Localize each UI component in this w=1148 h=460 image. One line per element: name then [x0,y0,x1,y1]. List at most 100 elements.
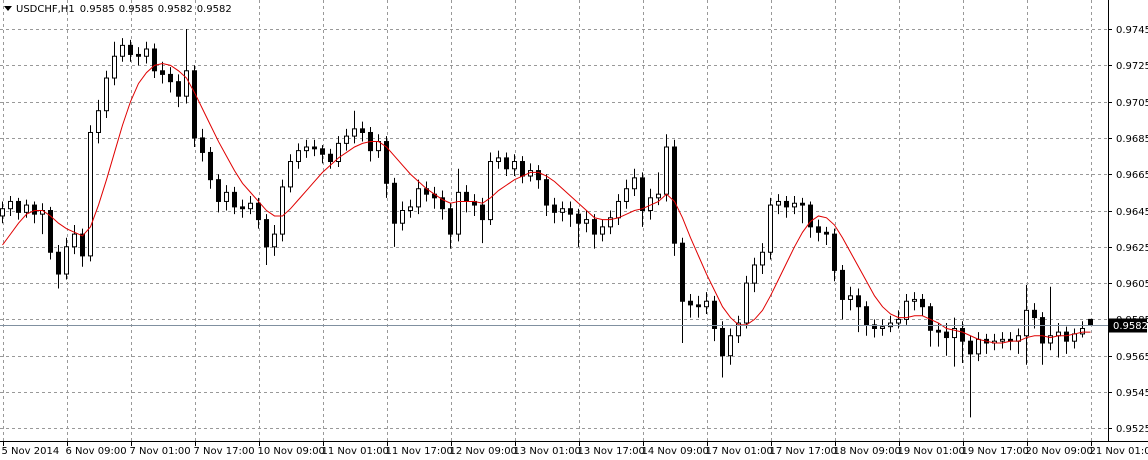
candle-body [816,226,821,233]
candle-body [848,295,853,300]
candle-body [384,141,389,184]
candle-body [152,48,157,72]
candle-body [232,191,237,208]
candle-body [736,322,741,337]
candle-body [264,219,269,248]
candle-body [128,44,133,55]
low: 0.9582 [158,4,193,15]
candle-body [544,179,549,206]
candle-body [800,202,805,206]
candle-body [560,208,565,213]
candle-body [680,242,685,302]
candle-body [656,193,661,199]
candle-body [104,77,109,112]
candle-body [0,208,5,217]
candle-body [184,70,189,97]
moving-average [2,63,1091,344]
candle-body [712,300,717,329]
candle-body [504,157,509,170]
x-tick-label: 20 Nov 09:00 [1026,446,1093,457]
candle-body [352,128,357,137]
candle-body [480,204,485,221]
candle-body [328,153,333,163]
candle-body [960,327,965,342]
y-tick-label: 0.9645 [1116,207,1148,218]
y-tick-label: 0.9545 [1116,388,1148,399]
price-box [1109,318,1147,333]
candle-body [496,157,501,163]
candle-body [592,219,597,235]
menu-icon[interactable] [4,6,12,11]
candle-body [768,204,773,253]
chart-header: USDCHF,H1 0.9585 0.9585 0.9582 0.9582 [16,4,232,15]
candle-body [200,137,205,153]
open: 0.9585 [80,4,115,15]
candle-body [216,179,221,202]
candle-body [824,231,829,235]
y-tick-label: 0.9605 [1116,279,1148,290]
candle-body [440,197,445,210]
candle-body [408,206,413,212]
plot [0,29,1108,418]
candle-body [904,300,909,320]
candle-body [344,135,349,144]
candle-body [448,208,453,235]
candle-body [888,322,893,328]
candle-body [176,81,181,97]
candle-body [840,269,845,300]
candle-body [664,146,669,195]
x-tick-label: 19 Nov 01:00 [898,446,965,457]
candle-body [616,200,621,219]
candle-body [16,200,21,213]
x-tick-label: 5 Nov 2014 [2,446,60,457]
candle-body [336,142,341,163]
candle-body [976,338,981,355]
candle-body [320,148,325,155]
candle-body [936,329,941,333]
x-tick-label: 18 Nov 09:00 [834,446,901,457]
x-tick-label: 14 Nov 09:00 [642,446,709,457]
x-tick-label: 7 Nov 01:00 [130,446,191,457]
candle-body [864,306,869,326]
candle-body [168,73,173,83]
candle-body [192,70,197,139]
candle-body [80,233,85,257]
close: 0.9582 [197,4,232,15]
candle-body [256,202,261,221]
y-tick-label: 0.9665 [1116,170,1148,181]
candle-body [968,340,973,355]
candle-body [536,170,541,181]
candle-body [112,55,117,79]
x-tick-label: 7 Nov 17:00 [194,446,255,457]
y-tick-label: 0.9705 [1116,98,1148,109]
x-tick-label: 11 Nov 17:00 [386,446,453,457]
candle-body [808,204,813,228]
x-tick-label: 13 Nov 01:00 [514,446,581,457]
candle-body [96,110,101,133]
candle-body [72,233,77,248]
candle-body [1032,309,1037,319]
candle-body [760,251,765,266]
candle-body [400,210,405,224]
candle-body [488,161,493,221]
y-tick-label: 0.9685 [1116,134,1148,145]
candle-body [608,217,613,228]
candle-body [272,233,277,248]
candle-body [1000,338,1005,342]
candle-body [1072,333,1077,342]
y-tick-label: 0.9625 [1116,243,1148,254]
candle-body [896,318,901,324]
candle-body [1024,309,1029,337]
candle-body [24,204,29,213]
symbol: USDCHF,H1 [16,4,75,15]
candle-body [728,335,733,357]
candle-body [744,282,749,324]
candle-body [464,191,469,202]
candle-body [120,44,125,57]
candle-body [392,182,397,224]
candle-body [832,233,837,271]
y-tick-label: 0.9565 [1116,352,1148,363]
candle-body [456,191,461,235]
